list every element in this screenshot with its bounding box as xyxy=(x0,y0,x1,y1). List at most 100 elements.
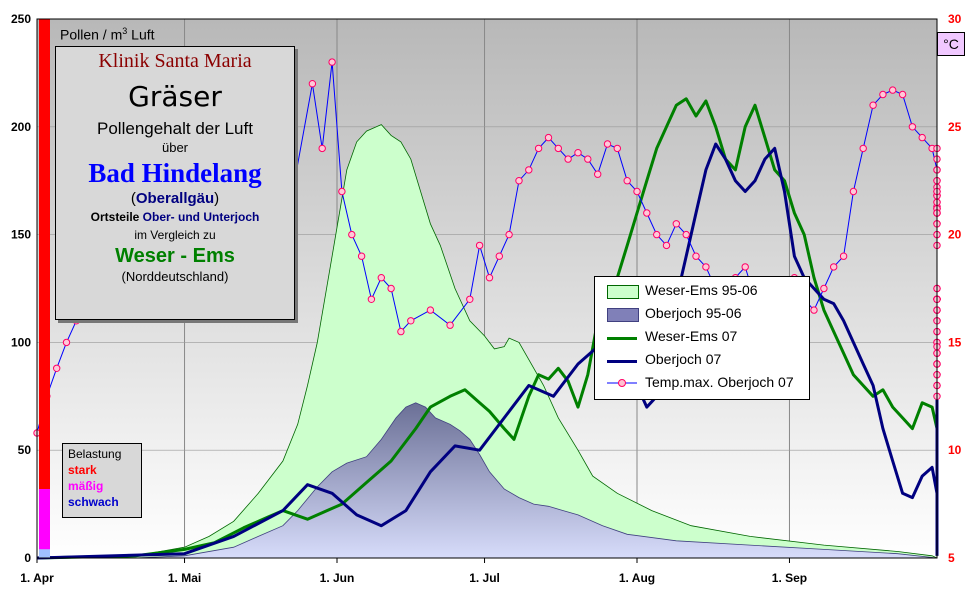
y2-axis-ticks: 5 10 15 20 25 30 xyxy=(948,12,962,565)
temp-point xyxy=(348,230,356,239)
info-region: (Oberallgäu) xyxy=(130,189,220,207)
temp-point xyxy=(682,230,690,239)
y-tick-label: 250 xyxy=(11,12,31,26)
temp-point xyxy=(544,133,553,142)
area-oberjoch-95-06 xyxy=(37,402,938,559)
temp-point xyxy=(495,252,503,260)
y-tick-label: 100 xyxy=(11,335,31,349)
temp-point xyxy=(377,274,385,282)
temp-point xyxy=(869,101,877,109)
x-tick-label: 1. Sep xyxy=(772,571,807,585)
temp-point xyxy=(692,252,700,260)
legend-swatch-temp xyxy=(607,379,637,387)
temp-point xyxy=(584,155,592,163)
load-key: Belastung stark mäßig schwach xyxy=(62,443,142,518)
temp-point xyxy=(889,86,897,94)
legend-label: Oberjoch 95-06 xyxy=(645,305,742,321)
temp-point xyxy=(407,317,415,325)
y2-tick-label: 30 xyxy=(948,12,962,26)
temp-point xyxy=(515,177,523,185)
temp-point xyxy=(672,220,680,228)
temp-point xyxy=(328,58,336,66)
temp-point xyxy=(534,144,543,153)
legend-swatch-weser-ems-avg xyxy=(607,285,639,299)
x-tick-label: 1. Mai xyxy=(168,571,201,585)
temp-point xyxy=(318,144,326,153)
temp-point xyxy=(830,263,838,271)
load-key-schwach: schwach xyxy=(68,495,119,509)
temp-point xyxy=(918,133,926,142)
temp-point xyxy=(741,263,749,271)
x-tick-label: 1. Jul xyxy=(469,571,500,585)
load-key-maessig: mäßig xyxy=(68,479,104,493)
temp-point xyxy=(308,80,317,88)
temp-point xyxy=(839,252,848,260)
load-bar-maessig xyxy=(39,489,50,550)
temp-point xyxy=(564,155,572,163)
legend-item-oberjoch-avg: Oberjoch 95-06 xyxy=(603,303,807,325)
legend-label: Weser-Ems 07 xyxy=(645,328,738,344)
temp-point xyxy=(53,364,61,372)
temp-point xyxy=(623,177,631,185)
temp-point xyxy=(554,144,562,153)
info-place: Bad Hindelang xyxy=(88,157,262,188)
temp-point xyxy=(613,144,621,153)
legend-label: Oberjoch 07 xyxy=(645,351,722,367)
temp-point xyxy=(594,170,602,178)
temp-point xyxy=(643,209,651,217)
temp-point xyxy=(820,284,828,293)
y-tick-label: 150 xyxy=(11,228,31,242)
temp-point xyxy=(879,90,887,99)
temp-point xyxy=(387,284,395,293)
temp-point xyxy=(397,327,405,336)
y-axis-ticks: 0 50 100 150 200 250 xyxy=(11,12,31,565)
temperature-unit-badge: °C xyxy=(937,32,965,56)
temp-point xyxy=(702,263,710,271)
temp-point xyxy=(908,123,917,131)
temp-point xyxy=(367,295,376,303)
y2-tick-label: 20 xyxy=(948,228,962,242)
load-key-stark: stark xyxy=(68,463,97,477)
temp-point xyxy=(653,230,661,239)
info-compare: im Vergleich zu xyxy=(134,227,216,242)
temp-point xyxy=(662,241,671,250)
y2-tick-label: 5 xyxy=(948,551,955,565)
legend-swatch-weser-ems-07 xyxy=(607,337,637,340)
temp-point xyxy=(357,252,366,260)
load-bar-schwach xyxy=(39,549,50,558)
temp-point xyxy=(466,295,474,303)
y-tick-label: 50 xyxy=(18,443,32,457)
temp-point xyxy=(849,187,858,196)
legend-item-weser-ems-avg: Weser-Ems 95-06 xyxy=(603,280,807,302)
temp-point xyxy=(485,274,494,282)
temp-point xyxy=(898,90,907,99)
legend-label: Weser-Ems 95-06 xyxy=(645,282,758,298)
legend-item-weser-ems-07: Weser-Ems 07 xyxy=(603,326,807,348)
legend-swatch-oberjoch-avg xyxy=(607,308,639,322)
temp-point xyxy=(338,187,346,196)
temp-point xyxy=(62,338,71,347)
temp-point xyxy=(603,140,612,148)
legend: Weser-Ems 95-06 Oberjoch 95-06 Weser-Ems… xyxy=(594,276,810,400)
info-ortsteile: Ortsteile Ober- und Unterjoch xyxy=(90,209,260,224)
info-over: über xyxy=(161,139,189,155)
info-compare-place: Weser - Ems xyxy=(115,244,235,267)
temp-point xyxy=(475,241,484,250)
temp-point xyxy=(505,230,513,239)
temp-point xyxy=(525,166,533,174)
area-series xyxy=(37,124,938,559)
temp-point xyxy=(426,306,435,314)
legend-swatch-oberjoch-07 xyxy=(607,360,637,363)
load-bar-stark xyxy=(39,19,50,490)
x-tick-label: 1. Apr xyxy=(20,571,54,585)
plot-border xyxy=(36,18,938,559)
info-title: Gräser xyxy=(128,80,222,113)
y2-tick-label: 15 xyxy=(948,335,962,349)
info-box: Klinik Santa Maria Gräser Pollengehalt d… xyxy=(55,46,295,320)
info-subtitle: Pollengehalt der Luft xyxy=(97,119,253,139)
x-tick-label: 1. Aug xyxy=(619,571,655,585)
legend-item-oberjoch-07: Oberjoch 07 xyxy=(603,349,807,371)
temp-point xyxy=(446,321,454,329)
y-axis-title: Pollen / m3 Luft xyxy=(60,26,155,43)
x-tick-label: 1. Jun xyxy=(320,571,355,585)
